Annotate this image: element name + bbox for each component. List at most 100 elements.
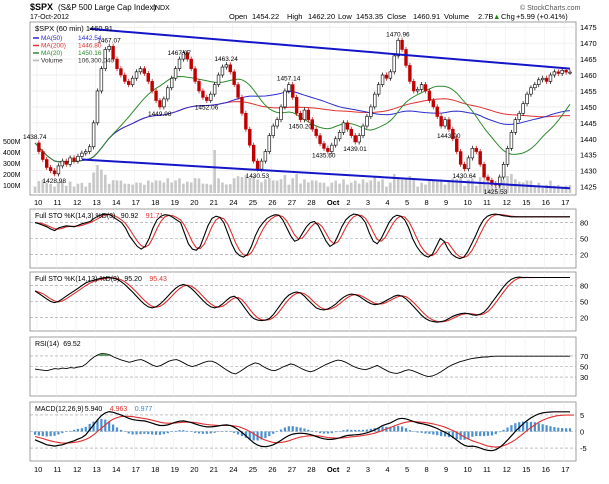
price-title: $SPX (60 min) 1460.91 — [35, 24, 113, 33]
volume-bar — [205, 183, 209, 193]
price-candle — [412, 81, 416, 92]
price-candle — [560, 69, 564, 74]
volume-bar — [150, 182, 154, 193]
price-candle — [212, 84, 217, 95]
price-candle — [540, 77, 545, 81]
price-candle — [333, 138, 338, 146]
x-tick-label: 4 — [385, 465, 389, 474]
price-annotation: 1467.07 — [167, 50, 191, 57]
x-tick-label: 11 — [53, 465, 61, 474]
macd-tick-label: 0 — [580, 428, 584, 437]
volume-bar — [166, 178, 170, 193]
price-candle — [45, 159, 49, 168]
price-candle — [373, 93, 377, 108]
volume-bar — [189, 182, 193, 193]
x-tick-label: 27 — [288, 465, 296, 474]
macd-histogram-bar — [479, 431, 482, 437]
price-candle — [419, 84, 424, 90]
volume-bar — [307, 182, 310, 193]
price-candle — [84, 151, 88, 154]
price-candle — [255, 160, 260, 170]
sto2-tick-label: 50 — [580, 298, 588, 307]
macd-histogram-bar — [276, 431, 279, 432]
price-candle — [251, 144, 256, 162]
volume-bar — [396, 177, 400, 193]
open-value: 1454.22 — [252, 12, 279, 21]
price-candle — [556, 71, 560, 74]
volume-bar — [252, 176, 255, 193]
x-tick-label: 17 — [561, 465, 569, 474]
volume-bar — [37, 181, 41, 193]
macd-histogram-bar — [221, 431, 224, 432]
price-candle — [458, 151, 463, 165]
chg-value: +5.99 (+0.41%) — [516, 12, 568, 21]
price-candle — [41, 151, 45, 160]
macd-histogram-bar — [514, 423, 517, 432]
price-candle — [232, 71, 236, 85]
macd-histogram-bar — [96, 419, 99, 432]
volume-bar — [225, 184, 228, 193]
date-label: 17-Oct-2012 — [30, 14, 69, 21]
price-tick-label: 1455 — [580, 87, 597, 96]
volume-bar — [240, 177, 244, 193]
volume-bar — [467, 179, 470, 193]
x-tick-label: 14 — [112, 198, 120, 207]
volume-bar — [502, 180, 505, 193]
x-tick-label: 8 — [424, 465, 428, 474]
price-candle — [529, 87, 533, 95]
price-candle — [318, 135, 322, 144]
price-candle — [185, 52, 189, 60]
volume-bar — [510, 174, 513, 193]
volume-bar — [123, 183, 127, 193]
volume-value: 2.7B — [478, 12, 493, 21]
macd-histogram-bar — [510, 425, 513, 432]
x-tick-label: 19 — [171, 198, 179, 207]
price-candle — [279, 106, 283, 120]
macd-histogram-bar — [486, 431, 490, 436]
macd-histogram-bar — [100, 418, 103, 432]
macd-histogram-bar — [236, 431, 240, 435]
macd-histogram-bar — [354, 429, 357, 432]
x-tick-label: 12 — [503, 465, 511, 474]
price-candle — [224, 64, 229, 68]
volume-bar — [268, 178, 271, 193]
legend-value: 1450.16 — [78, 50, 102, 57]
x-tick-label: 28 — [307, 465, 315, 474]
macd-histogram-bar — [151, 431, 154, 435]
price-candle — [353, 135, 357, 143]
x-tick-label: 16 — [542, 198, 550, 207]
macd-histogram-bar — [350, 429, 353, 432]
volume-bar — [33, 186, 37, 193]
price-candle — [509, 132, 514, 149]
macd-histogram-bar — [400, 426, 404, 432]
macd-histogram-bar — [244, 431, 247, 438]
volume-bar — [119, 180, 123, 193]
price-candle — [361, 125, 365, 136]
macd-histogram-bar — [135, 431, 138, 435]
x-tick-label: 3 — [366, 465, 370, 474]
x-tick-label: 28 — [307, 198, 315, 207]
price-candle — [455, 138, 459, 152]
price-candle — [513, 119, 518, 133]
macd-histogram-bar — [92, 421, 95, 432]
price-tick-label: 1450 — [580, 103, 597, 112]
macd-histogram-bar — [287, 426, 290, 432]
macd-histogram-bar — [564, 428, 568, 432]
volume-bar — [533, 185, 537, 193]
volume-bar — [68, 181, 72, 193]
price-annotation: 1443.90 — [437, 133, 461, 140]
price-candle — [486, 176, 490, 181]
macd-histogram-bar — [467, 431, 470, 439]
x-tick-label: 25 — [249, 198, 257, 207]
x-tick-label: 9 — [444, 198, 448, 207]
volume-bar — [291, 178, 295, 193]
price-candle — [68, 157, 72, 165]
macd-histogram-bar — [432, 431, 435, 435]
macd-histogram-bar — [412, 431, 415, 432]
price-tick-label: 1430 — [580, 167, 597, 176]
x-tick-label: 5 — [405, 198, 409, 207]
x-tick-label: 27 — [288, 198, 296, 207]
volume-bar — [182, 183, 185, 193]
macd-histogram-bar — [318, 431, 322, 434]
macd-histogram-bar — [553, 427, 556, 432]
